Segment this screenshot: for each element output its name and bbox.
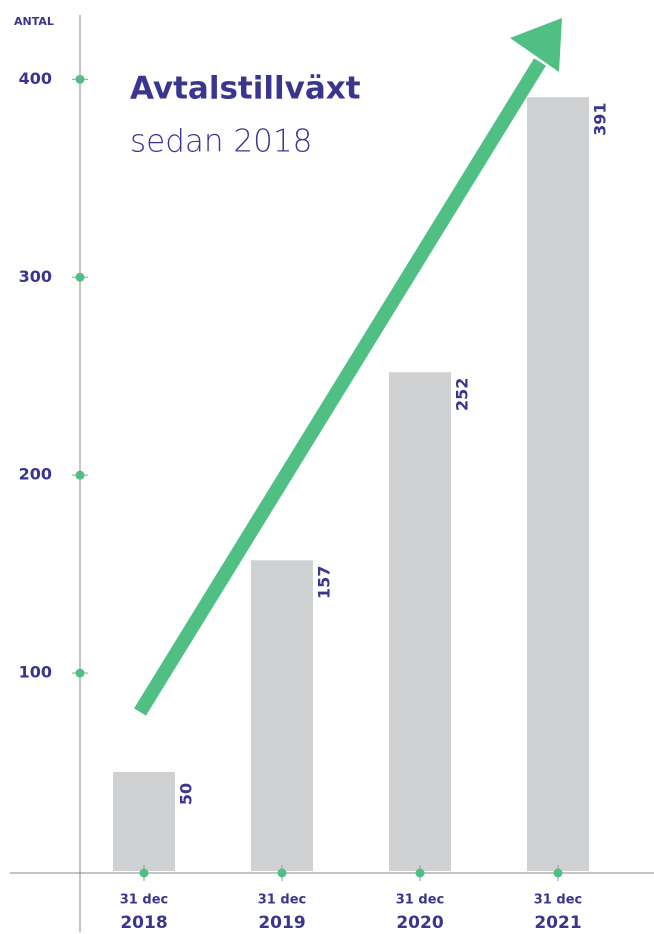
tick-dot bbox=[75, 668, 85, 678]
trend-arrow bbox=[134, 18, 562, 716]
x-tick-label: 31 dec bbox=[120, 893, 168, 908]
bar bbox=[389, 372, 451, 871]
bar bbox=[113, 772, 175, 871]
value-label: 252 bbox=[453, 378, 472, 411]
y-tick-label: 100 bbox=[19, 663, 52, 682]
x-tick-label: 31 dec bbox=[258, 893, 306, 908]
x-tick-label: 2020 bbox=[396, 913, 443, 933]
marks: 100 200 300 400 50 31 dec 2018 157 31 dec 2019 252… bbox=[19, 69, 610, 933]
tick-dot bbox=[75, 470, 85, 480]
tick-dot bbox=[75, 272, 85, 282]
y-tick-label: 300 bbox=[19, 267, 52, 286]
value-label: 50 bbox=[177, 783, 196, 805]
arrow-shaft bbox=[134, 58, 546, 716]
bar bbox=[527, 97, 589, 872]
y-tick-label: 200 bbox=[19, 465, 52, 484]
x-tick-label: 2019 bbox=[258, 913, 305, 933]
bar bbox=[251, 560, 313, 871]
chart-title: Avtalstillväxt bbox=[130, 71, 361, 107]
x-tick-dot bbox=[415, 868, 425, 878]
chart-subtitle: sedan 2018 bbox=[130, 124, 312, 160]
x-tick-dot bbox=[277, 868, 287, 878]
x-tick-label: 2018 bbox=[120, 913, 167, 933]
y-axis-label: ANTAL bbox=[14, 15, 54, 28]
x-tick-label: 2021 bbox=[534, 913, 581, 933]
x-tick-label: 31 dec bbox=[396, 893, 444, 908]
value-label: 157 bbox=[315, 566, 334, 599]
tick-dot bbox=[75, 74, 85, 84]
x-tick-label: 31 dec bbox=[534, 893, 582, 908]
value-label: 391 bbox=[591, 102, 610, 135]
y-tick-label: 400 bbox=[19, 69, 52, 88]
x-tick-dot bbox=[553, 868, 563, 878]
x-tick-dot bbox=[139, 868, 149, 878]
arrow-head bbox=[510, 18, 562, 72]
